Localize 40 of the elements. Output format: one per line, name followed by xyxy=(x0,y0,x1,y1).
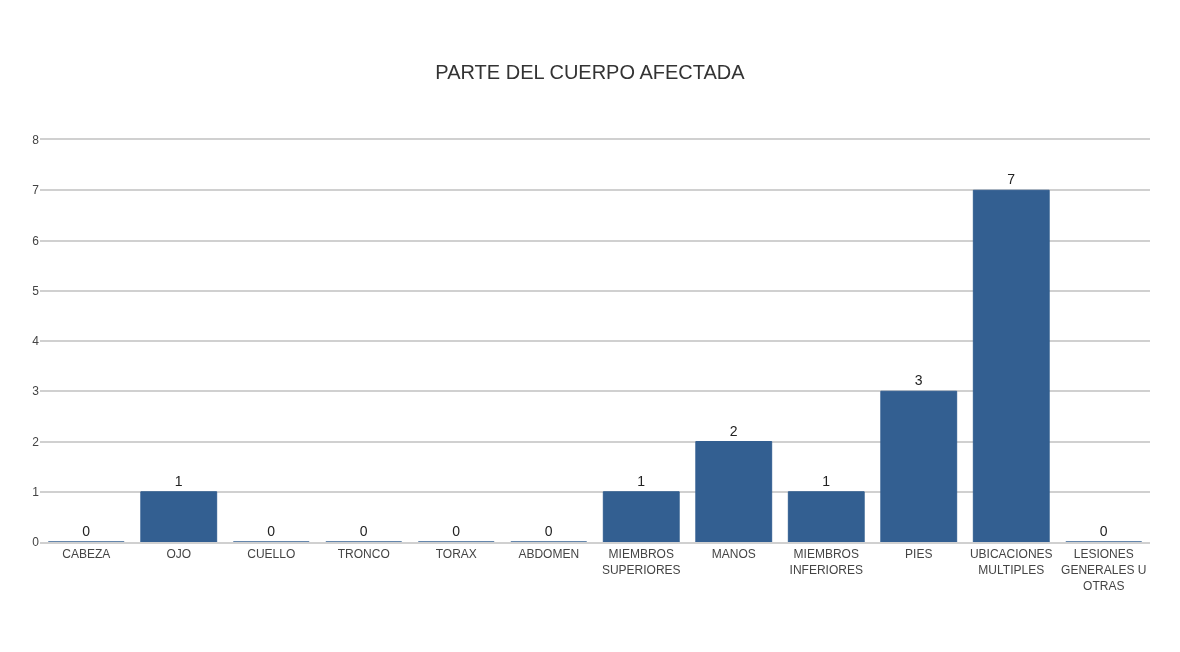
y-tick-label: 8 xyxy=(32,133,40,148)
x-tick-label: TORAX xyxy=(435,547,477,562)
data-label: 3 xyxy=(914,372,923,389)
x-tick-label: CUELLO xyxy=(247,547,296,562)
data-label: 0 xyxy=(544,523,553,539)
data-label: 1 xyxy=(174,472,183,489)
x-tick-label: UBICACIONES MULTIPLES xyxy=(969,547,1053,577)
x-tick-label: TRONCO xyxy=(337,547,390,562)
y-tick-label: 5 xyxy=(32,283,40,298)
x-tick-label: ABDOMEN xyxy=(518,547,580,562)
data-label: 0 xyxy=(452,523,461,539)
bar xyxy=(972,189,1050,542)
bar xyxy=(602,491,680,542)
data-label: 0 xyxy=(1099,523,1108,539)
x-tick-label: CABEZA xyxy=(62,547,111,562)
y-tick-label: 1 xyxy=(32,484,40,499)
data-label: 1 xyxy=(637,472,646,489)
bar xyxy=(787,491,865,542)
x-tick-label: PIES xyxy=(905,547,933,562)
y-tick-label: 3 xyxy=(32,384,40,399)
y-tick-label: 2 xyxy=(32,434,40,449)
bar xyxy=(880,390,958,542)
y-tick-label: 0 xyxy=(32,535,40,550)
data-label: 7 xyxy=(1007,171,1016,188)
bar xyxy=(140,491,218,542)
y-tick-label: 6 xyxy=(32,233,40,248)
data-label: 0 xyxy=(267,523,276,539)
x-tick-label: MANOS xyxy=(711,547,756,562)
chart-title: PARTE DEL CUERPO AFECTADA xyxy=(435,61,746,84)
data-label: 0 xyxy=(82,523,91,539)
data-label: 0 xyxy=(359,523,368,539)
x-tick-label: LESIONES GENERALES U OTRAS xyxy=(1061,547,1147,593)
data-label: 2 xyxy=(729,422,738,439)
x-tick-label: MIEMBROS INFERIORES xyxy=(789,547,863,577)
x-tick-label: OJO xyxy=(166,547,192,562)
x-tick-label: MIEMBROS SUPERIORES xyxy=(601,547,681,577)
bar xyxy=(695,441,773,542)
y-tick-label: 4 xyxy=(32,334,40,349)
data-label: 1 xyxy=(822,472,831,489)
y-tick-label: 7 xyxy=(32,183,40,198)
